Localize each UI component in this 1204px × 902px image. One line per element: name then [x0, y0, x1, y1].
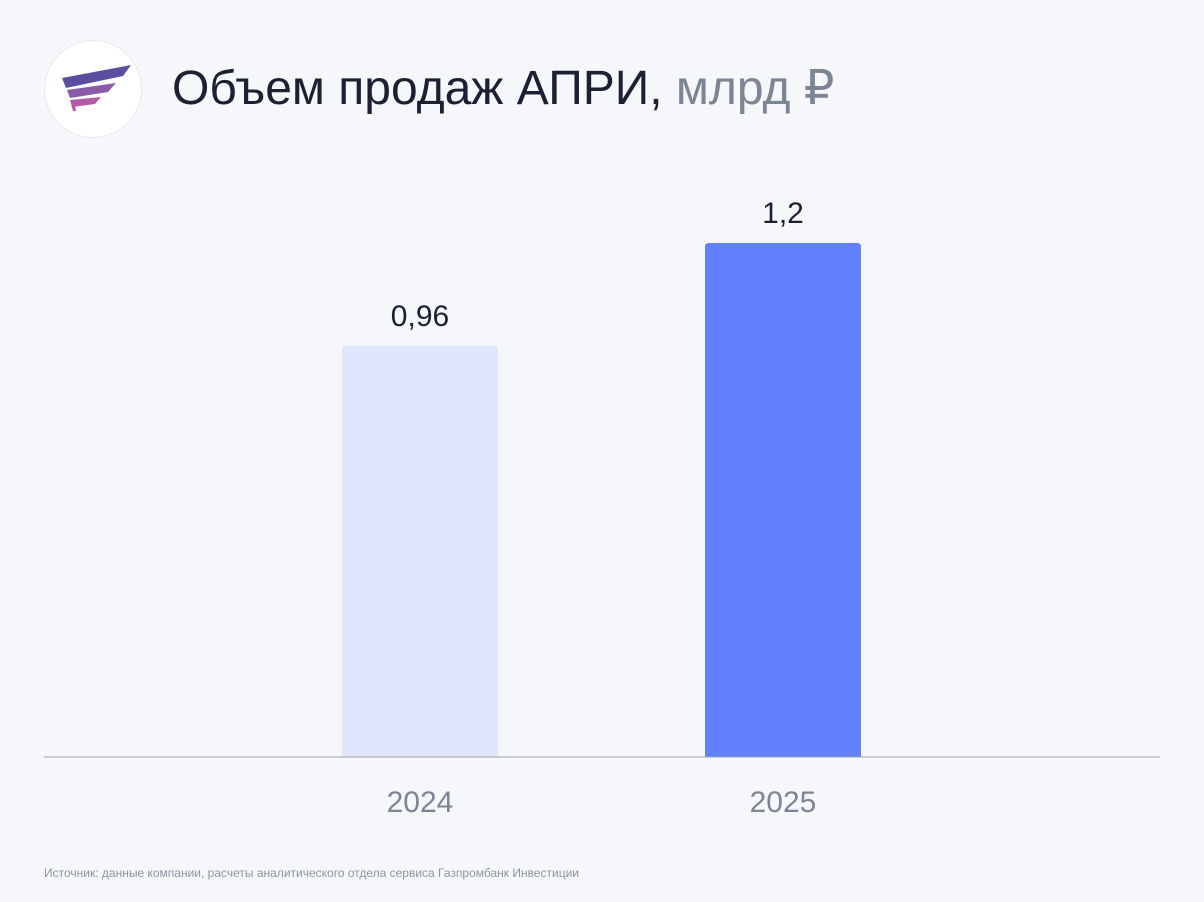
- title-unit: млрд ₽: [675, 62, 835, 115]
- bar-2025: [705, 243, 861, 757]
- bar-2024: [342, 345, 498, 757]
- source-note: Источник: данные компании, расчеты анали…: [44, 866, 580, 880]
- data-label: 0,96: [391, 300, 449, 333]
- title-main: Объем продаж АПРИ,: [172, 62, 663, 115]
- chart-title: Объем продаж АПРИ, млрд ₽: [172, 60, 834, 116]
- wing-logo-icon: [62, 65, 131, 111]
- logo: [44, 40, 142, 138]
- x-tick-label: 2024: [387, 786, 454, 819]
- bar-chart: 0,96 2024 1,2 2025: [44, 197, 1160, 819]
- data-label: 1,2: [762, 197, 804, 230]
- x-tick-label: 2025: [750, 786, 817, 819]
